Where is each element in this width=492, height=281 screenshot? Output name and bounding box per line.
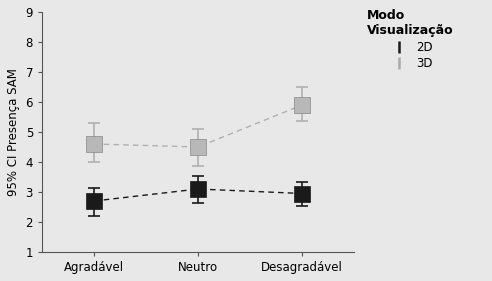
Point — [90, 142, 98, 146]
Y-axis label: 95% CI Presença SAM: 95% CI Presença SAM — [7, 68, 20, 196]
Legend: 2D, 3D: 2D, 3D — [363, 6, 457, 74]
Point — [194, 145, 202, 149]
Point — [298, 103, 306, 107]
Point — [194, 187, 202, 191]
Point — [90, 199, 98, 203]
Point — [298, 191, 306, 196]
